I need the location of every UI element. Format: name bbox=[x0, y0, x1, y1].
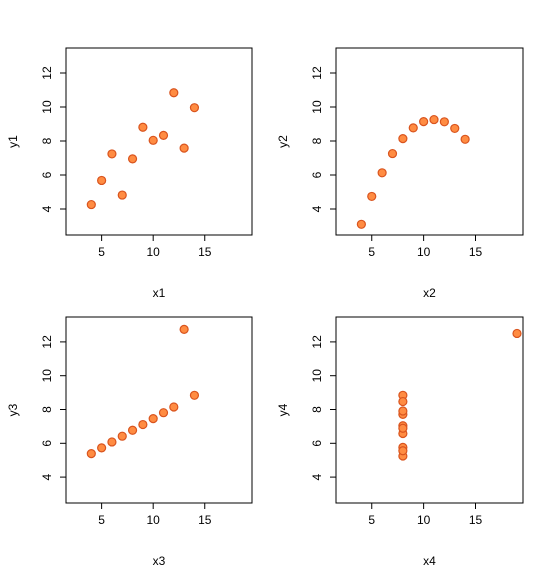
x-axis-label: x1 bbox=[153, 286, 166, 300]
y-tick-label: 12 bbox=[310, 66, 324, 80]
y-tick-label: 10 bbox=[40, 100, 54, 114]
y-tick-label: 10 bbox=[310, 100, 324, 114]
y-tick-label: 4 bbox=[310, 205, 324, 212]
x-axis-label: x4 bbox=[423, 554, 436, 568]
x-tick-label: 15 bbox=[198, 245, 212, 259]
data-point bbox=[86, 199, 96, 210]
data-point bbox=[158, 408, 169, 418]
y-tick-label: 8 bbox=[40, 137, 54, 144]
data-point bbox=[97, 443, 107, 453]
y-tick-label: 6 bbox=[310, 171, 324, 178]
data-point bbox=[367, 191, 377, 202]
data-point bbox=[158, 130, 169, 140]
y-tick-label: 8 bbox=[40, 406, 54, 413]
data-point bbox=[117, 190, 127, 200]
y-tick-label: 8 bbox=[310, 137, 324, 144]
x-tick-label: 15 bbox=[469, 245, 483, 259]
x-axis-label: x3 bbox=[153, 554, 166, 568]
data-point bbox=[408, 123, 418, 133]
x-axis-label: x2 bbox=[423, 286, 436, 300]
data-point bbox=[398, 446, 408, 456]
data-point bbox=[398, 406, 408, 416]
data-point bbox=[398, 134, 408, 144]
y-tick-label: 4 bbox=[40, 205, 54, 212]
y-tick-label: 6 bbox=[310, 440, 324, 447]
data-point bbox=[439, 117, 449, 127]
data-point bbox=[179, 324, 189, 334]
data-point bbox=[86, 449, 96, 459]
y-tick-label: 4 bbox=[310, 473, 324, 480]
plot-panel-2: 5 10 15 4 6 8 10 12 x2 y2 bbox=[276, 47, 524, 300]
data-point bbox=[429, 114, 439, 125]
x-tick-label: 5 bbox=[98, 513, 105, 527]
data-point bbox=[97, 175, 107, 186]
y-tick-label: 12 bbox=[40, 66, 54, 80]
data-point bbox=[179, 143, 189, 153]
data-point bbox=[169, 88, 179, 98]
data-point bbox=[138, 419, 148, 430]
data-point bbox=[107, 149, 117, 159]
x-tick-label: 5 bbox=[368, 245, 375, 259]
data-point bbox=[189, 390, 200, 400]
plot-panel-1: 5 10 15 4 6 8 10 12 x1 y1 bbox=[6, 47, 253, 300]
data-point bbox=[460, 134, 470, 144]
x-tick-label: 15 bbox=[469, 513, 483, 527]
data-point bbox=[127, 154, 138, 164]
y-tick-label: 12 bbox=[310, 335, 324, 349]
data-point bbox=[148, 414, 158, 424]
data-point bbox=[169, 402, 179, 412]
y-axis-label: y3 bbox=[6, 403, 20, 416]
data-point bbox=[512, 328, 522, 339]
y-tick-label: 10 bbox=[40, 369, 54, 383]
x-tick-label: 10 bbox=[147, 513, 161, 527]
plot-frame bbox=[335, 316, 524, 504]
y-tick-label: 4 bbox=[40, 473, 54, 480]
data-point bbox=[138, 122, 148, 132]
y-tick-label: 6 bbox=[40, 440, 54, 447]
y-tick-label: 10 bbox=[310, 369, 324, 383]
x-tick-label: 10 bbox=[417, 513, 431, 527]
data-point bbox=[377, 168, 387, 178]
x-tick-label: 10 bbox=[417, 245, 431, 259]
data-point bbox=[419, 117, 429, 127]
y-axis-label: y1 bbox=[6, 135, 20, 148]
data-point bbox=[356, 219, 366, 229]
data-point bbox=[189, 103, 200, 113]
plot-panel-4: 5 10 15 4 6 8 10 12 x4 y4 bbox=[276, 316, 524, 568]
data-point bbox=[398, 423, 408, 433]
y-tick-label: 8 bbox=[310, 406, 324, 413]
y-tick-label: 12 bbox=[40, 335, 54, 349]
data-point bbox=[148, 135, 158, 145]
x-tick-label: 5 bbox=[368, 513, 375, 527]
plot-panel-3: 5 10 15 4 6 8 10 12 x3 y3 bbox=[6, 316, 253, 568]
x-tick-label: 5 bbox=[98, 245, 105, 259]
plot-frame bbox=[335, 47, 524, 236]
y-tick-label: 6 bbox=[40, 171, 54, 178]
y-axis-label: y4 bbox=[276, 403, 290, 416]
data-point bbox=[107, 437, 117, 447]
x-tick-label: 15 bbox=[198, 513, 212, 527]
data-point bbox=[117, 431, 127, 441]
data-point bbox=[450, 123, 460, 134]
data-point bbox=[387, 148, 398, 159]
data-point bbox=[398, 396, 408, 407]
x-tick-label: 10 bbox=[147, 245, 161, 259]
y-axis-label: y2 bbox=[276, 135, 290, 148]
plot-frame bbox=[65, 316, 253, 504]
data-point bbox=[127, 425, 138, 435]
